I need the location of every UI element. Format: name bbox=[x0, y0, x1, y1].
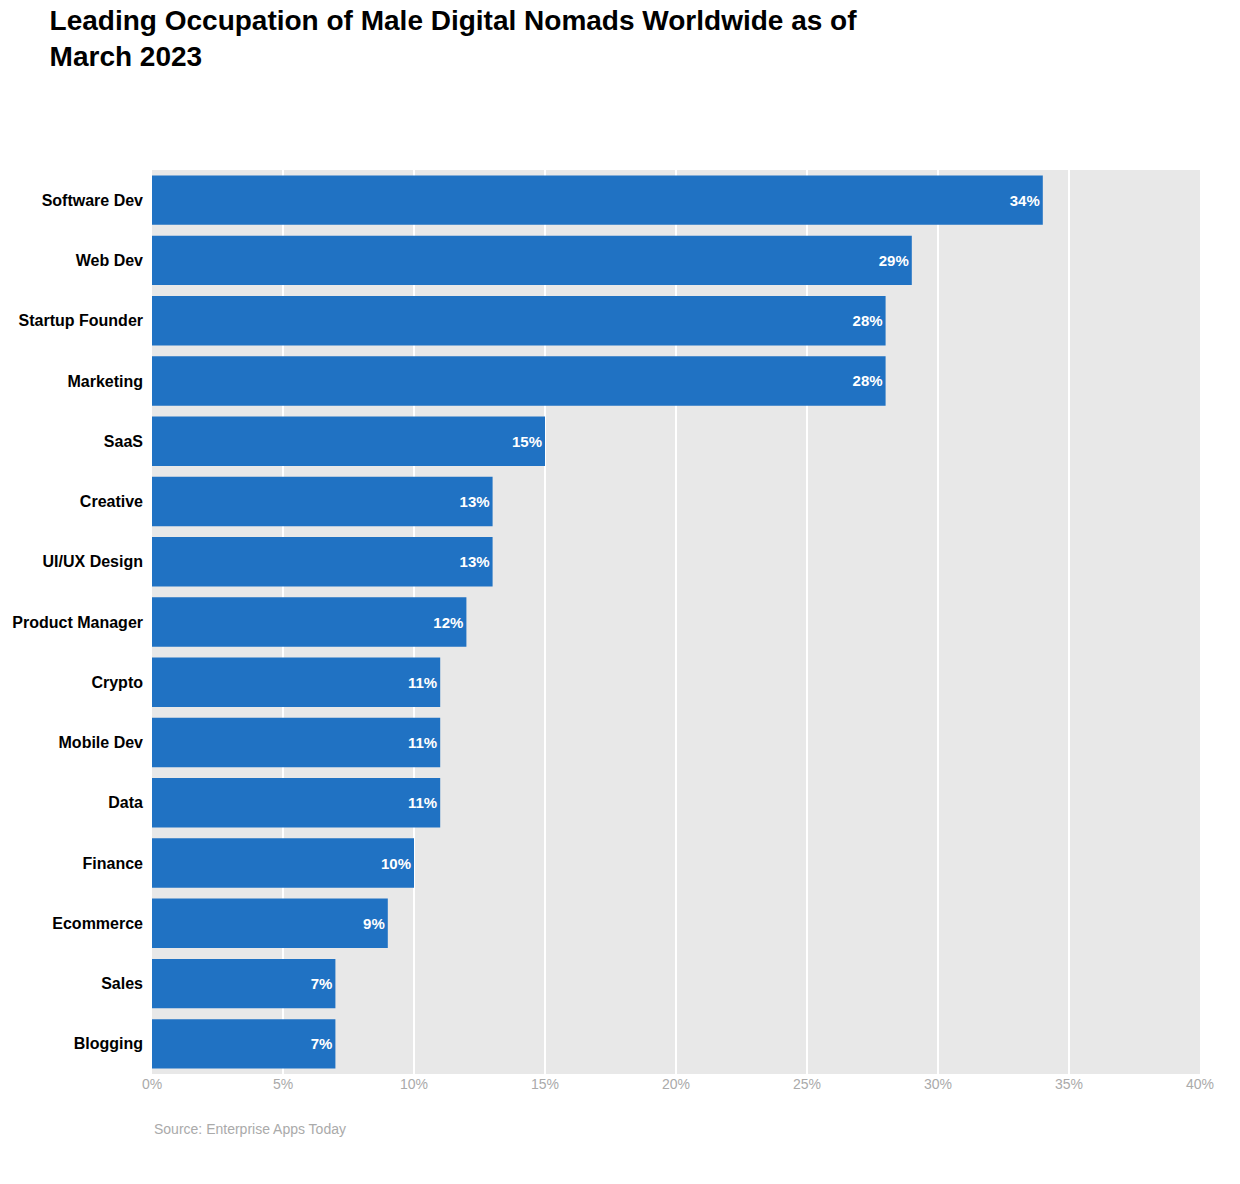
svg-text:Blogging: Blogging bbox=[74, 1035, 143, 1052]
svg-text:29%: 29% bbox=[879, 252, 909, 269]
svg-text:Mobile Dev: Mobile Dev bbox=[59, 734, 144, 751]
svg-text:Product Manager: Product Manager bbox=[12, 614, 143, 631]
svg-text:5%: 5% bbox=[273, 1076, 293, 1092]
svg-text:SaaS: SaaS bbox=[104, 433, 143, 450]
svg-text:28%: 28% bbox=[853, 372, 883, 389]
svg-text:13%: 13% bbox=[460, 493, 490, 510]
svg-text:34%: 34% bbox=[1010, 192, 1040, 209]
svg-text:Marketing: Marketing bbox=[67, 373, 143, 390]
svg-text:40%: 40% bbox=[1186, 1076, 1214, 1092]
svg-text:Software Dev: Software Dev bbox=[42, 192, 143, 209]
svg-text:9%: 9% bbox=[363, 915, 385, 932]
svg-text:10%: 10% bbox=[400, 1076, 428, 1092]
svg-text:13%: 13% bbox=[460, 553, 490, 570]
svg-text:35%: 35% bbox=[1055, 1076, 1083, 1092]
svg-text:30%: 30% bbox=[924, 1076, 952, 1092]
svg-text:0%: 0% bbox=[142, 1076, 162, 1092]
svg-text:11%: 11% bbox=[408, 794, 437, 811]
svg-text:20%: 20% bbox=[662, 1076, 690, 1092]
svg-text:Startup Founder: Startup Founder bbox=[19, 312, 143, 329]
svg-text:Ecommerce: Ecommerce bbox=[52, 915, 143, 932]
svg-text:25%: 25% bbox=[793, 1076, 821, 1092]
svg-text:12%: 12% bbox=[433, 614, 463, 631]
svg-text:UI/UX Design: UI/UX Design bbox=[43, 553, 143, 570]
svg-text:10%: 10% bbox=[381, 855, 411, 872]
svg-text:Web Dev: Web Dev bbox=[76, 252, 143, 269]
svg-text:Crypto: Crypto bbox=[91, 674, 143, 691]
svg-text:Finance: Finance bbox=[83, 855, 144, 872]
svg-text:15%: 15% bbox=[531, 1076, 559, 1092]
svg-text:28%: 28% bbox=[853, 312, 883, 329]
svg-text:15%: 15% bbox=[512, 433, 542, 450]
svg-text:11%: 11% bbox=[408, 674, 437, 691]
svg-text:7%: 7% bbox=[311, 975, 333, 992]
svg-text:Source: Enterprise Apps Today: Source: Enterprise Apps Today bbox=[154, 1121, 346, 1137]
svg-text:Leading Occupation of Male Dig: Leading Occupation of Male Digital Nomad… bbox=[50, 5, 858, 72]
svg-text:11%: 11% bbox=[408, 734, 437, 751]
svg-text:Creative: Creative bbox=[80, 493, 143, 510]
svg-text:7%: 7% bbox=[311, 1035, 333, 1052]
svg-text:Sales: Sales bbox=[101, 975, 143, 992]
svg-text:Data: Data bbox=[108, 794, 143, 811]
